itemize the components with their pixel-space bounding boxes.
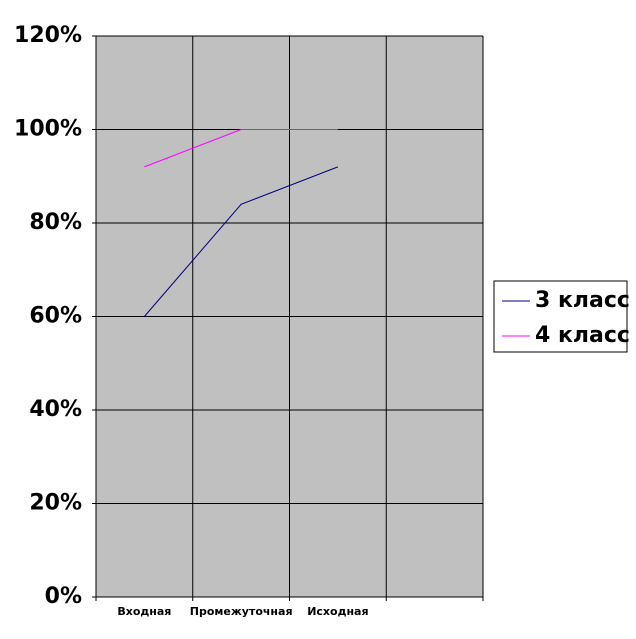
y-tick-label: 0%: [45, 584, 82, 609]
y-tick-label: 60%: [29, 304, 82, 329]
y-tick-label: 40%: [29, 397, 82, 422]
x-tick-label: Входная: [117, 605, 171, 618]
series-line: [144, 129, 338, 168]
y-tick-label: 100%: [14, 117, 82, 142]
legend-label: 4 класс: [535, 323, 630, 348]
y-tick-label: 120%: [14, 23, 82, 48]
series-line: [143, 166, 339, 317]
y-tick-label: 80%: [29, 210, 82, 235]
legend-label: 3 класс: [535, 288, 630, 313]
x-tick-label: Промежуточная: [190, 605, 293, 618]
y-tick-label: 20%: [29, 491, 82, 516]
legend-box: [493, 280, 628, 353]
x-tick-label: Исходная: [307, 605, 368, 618]
